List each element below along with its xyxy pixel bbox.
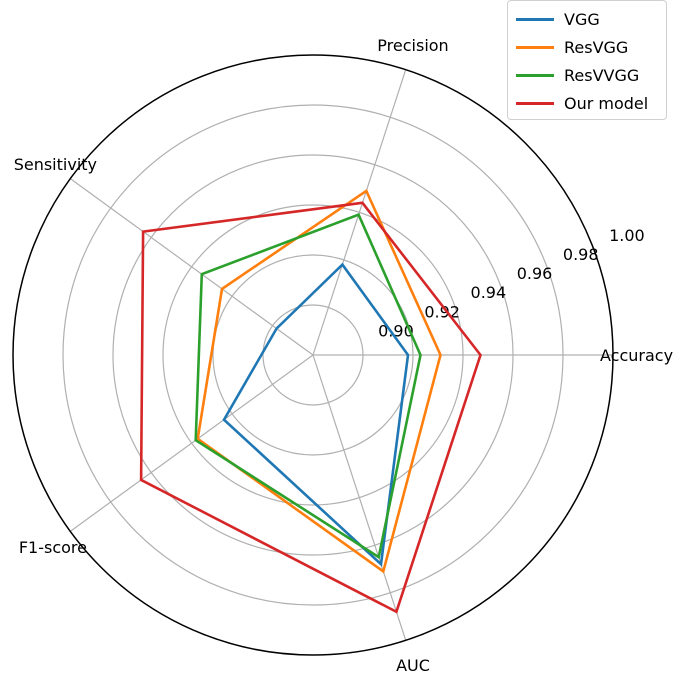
axis-label-auc: AUC xyxy=(396,656,430,675)
r-tick-label: 0.96 xyxy=(517,264,553,283)
legend-swatch xyxy=(516,17,554,21)
legend-label: ResVVGG xyxy=(564,65,640,85)
grid-spoke xyxy=(69,178,314,356)
legend-label: ResVGG xyxy=(564,37,629,57)
legend-label: Our model xyxy=(564,93,649,113)
series-resvgg xyxy=(196,188,442,574)
legend-item: ResVGG xyxy=(516,33,658,61)
r-tick-label: 0.94 xyxy=(471,283,507,302)
legend-swatch xyxy=(516,73,554,77)
legend-item: Our model xyxy=(516,89,658,117)
series-our-model xyxy=(139,201,482,614)
legend-item: VGG xyxy=(516,5,658,33)
axis-label-precision: Precision xyxy=(377,36,448,55)
series-resvvgg xyxy=(194,213,422,560)
legend-swatch xyxy=(516,101,554,105)
axis-label-accuracy: Accuracy xyxy=(600,346,673,365)
axis-label-f1-score: F1-score xyxy=(19,538,87,557)
grid-spoke xyxy=(69,354,314,532)
outer-frame xyxy=(12,54,614,656)
legend: VGG ResVGG ResVVGG Our model xyxy=(507,0,667,120)
legend-label: VGG xyxy=(564,9,600,29)
grid-spoke xyxy=(312,69,407,356)
grid-spoke xyxy=(312,354,407,641)
series-vgg xyxy=(222,262,410,567)
legend-item: ResVVGG xyxy=(516,61,658,89)
legend-swatch xyxy=(516,45,554,49)
axis-label-sensitivity: Sensitivity xyxy=(14,155,97,174)
r-tick-label: 0.98 xyxy=(563,245,599,264)
r-tick-label: 1.00 xyxy=(609,226,645,245)
